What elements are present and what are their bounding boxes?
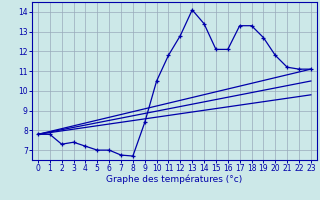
X-axis label: Graphe des températures (°c): Graphe des températures (°c) xyxy=(106,175,243,184)
